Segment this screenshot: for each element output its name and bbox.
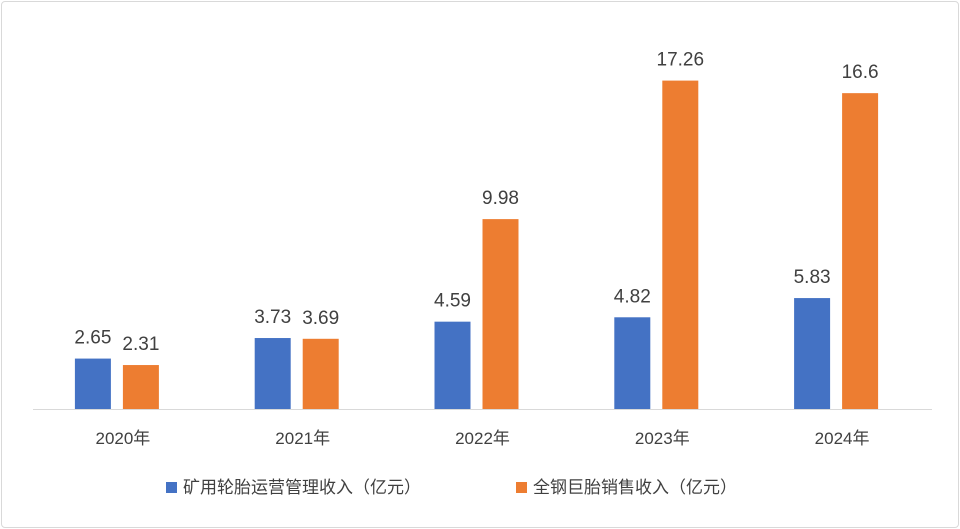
x-tick-label: 2024年: [815, 429, 870, 448]
x-tick-label: 2020年: [95, 429, 150, 448]
data-label: 2.31: [122, 334, 159, 355]
data-label: 9.98: [482, 188, 519, 209]
bar-giant-tire-sales-3: [662, 80, 699, 410]
data-label: 4.82: [614, 286, 651, 307]
bar-mining-tire-operation-3: [614, 317, 651, 409]
bar-giant-tire-sales-4: [842, 93, 879, 409]
data-label: 2.65: [74, 328, 111, 349]
bar-mining-tire-operation-2: [434, 321, 471, 409]
data-label: 3.73: [254, 307, 291, 328]
legend-label: 全钢巨胎销售收入（亿元）: [533, 478, 737, 497]
bar-giant-tire-sales-0: [122, 365, 159, 409]
x-tick-label: 2021年: [275, 429, 330, 448]
x-tick-label: 2022年: [455, 429, 510, 448]
data-label: 17.26: [657, 50, 705, 71]
data-label: 5.83: [794, 267, 831, 288]
bar-mining-tire-operation-1: [254, 338, 291, 409]
legend-label: 矿用轮胎运营管理收入（亿元）: [183, 478, 421, 497]
bar-giant-tire-sales-1: [302, 338, 339, 409]
data-label: 16.6: [842, 62, 879, 83]
legend-swatch: [166, 482, 177, 493]
legend-swatch: [516, 482, 527, 493]
bar-mining-tire-operation-0: [74, 358, 111, 409]
data-label: 4.59: [434, 291, 471, 312]
data-label: 3.69: [302, 308, 339, 329]
bar-giant-tire-sales-2: [482, 219, 519, 409]
x-tick-label: 2023年: [635, 429, 690, 448]
bar-mining-tire-operation-4: [794, 298, 831, 409]
